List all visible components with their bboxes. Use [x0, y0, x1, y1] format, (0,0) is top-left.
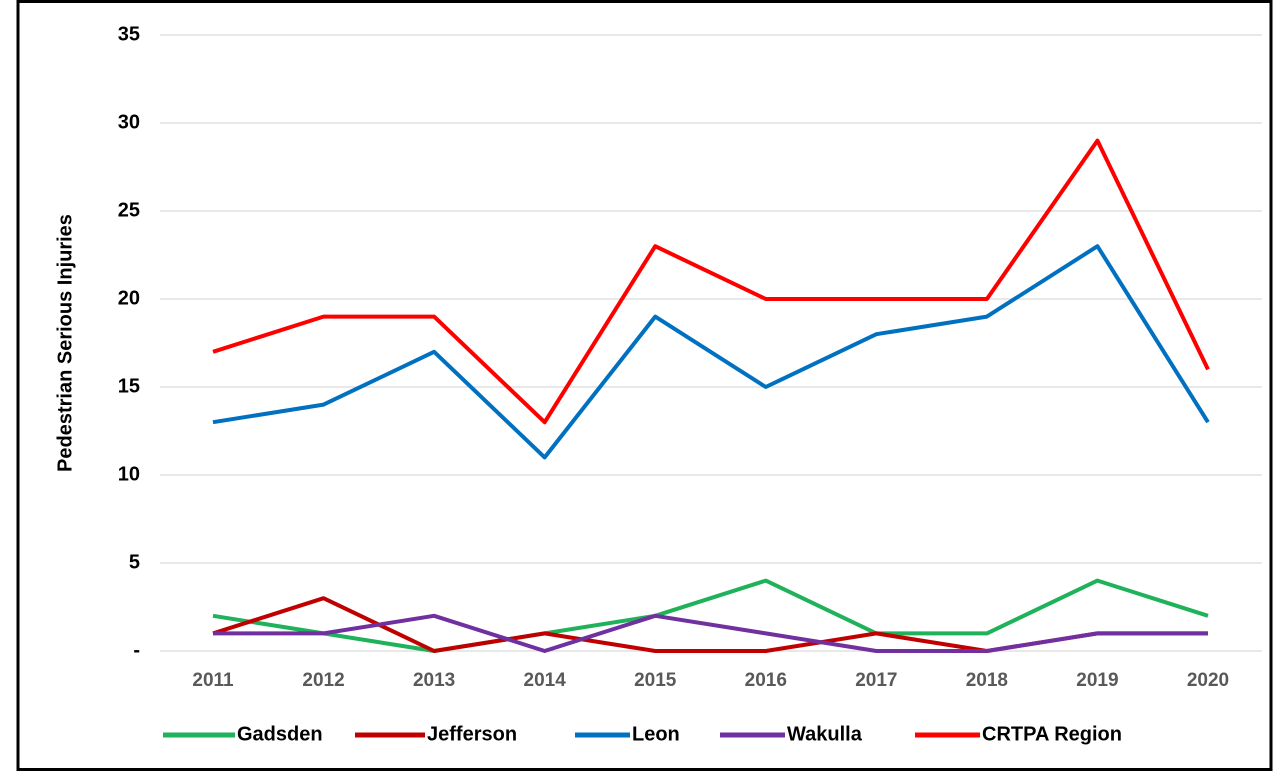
y-axis-label: Pedestrian Serious Injuries: [54, 214, 76, 472]
y-tick-label: 20: [118, 287, 140, 309]
series-line: [212, 244, 1210, 460]
legend-label: Jefferson: [427, 723, 517, 745]
y-tick-label: 25: [118, 199, 140, 221]
y-tick-label: 10: [118, 463, 140, 485]
x-tick-label: 2013: [413, 670, 455, 691]
x-tick-label: 2017: [855, 670, 897, 691]
x-tick-label: 2014: [524, 670, 567, 691]
x-tick-label: 2020: [1187, 670, 1229, 691]
x-tick-label: 2019: [1076, 670, 1118, 691]
legend-label: CRTPA Region: [982, 723, 1122, 745]
y-tick-label: 5: [129, 551, 140, 573]
x-tick-label: 2012: [302, 670, 344, 691]
x-tick-label: 2016: [745, 670, 787, 691]
legend-label: Gadsden: [237, 723, 323, 745]
y-tick-label: 15: [118, 375, 140, 397]
legend-label: Wakulla: [787, 723, 863, 745]
y-tick-label: 35: [118, 23, 140, 45]
series-line: [213, 613, 1208, 653]
x-tick-label: 2018: [966, 670, 1008, 691]
y-tick-label: 30: [118, 111, 140, 133]
x-tick-label: 2015: [634, 670, 677, 691]
series-line: [212, 578, 1209, 653]
series-line: [212, 138, 1210, 425]
frame: [16, 0, 1273, 771]
legend-label: Leon: [632, 723, 680, 745]
y-tick-label: -: [133, 639, 140, 661]
x-tick-label: 2011: [192, 670, 234, 691]
